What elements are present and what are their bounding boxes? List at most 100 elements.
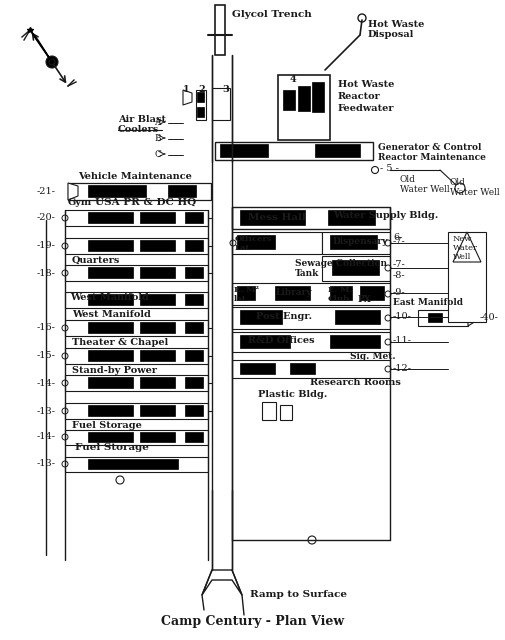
Text: -7-: -7- [392,260,405,269]
Text: East Manifold: East Manifold [392,298,462,307]
Bar [231,232,321,254]
Text: -15-: -15- [36,351,56,360]
Text: Old
Water Well: Old Water Well [449,178,498,197]
Text: Fuel Storage: Fuel Storage [75,443,148,452]
Bar [65,430,208,445]
Bar [215,142,372,160]
Bar [212,88,230,120]
Bar [329,335,379,348]
Text: Library: Library [275,288,312,297]
Bar [329,235,376,249]
Text: 4: 4 [289,75,296,84]
Bar [140,240,175,251]
Bar [88,432,133,442]
Text: Theater & Chapel: Theater & Chapel [72,338,168,347]
Text: Generator & Control: Generator & Control [377,143,480,152]
Text: Post Engr.: Post Engr. [256,312,312,321]
Text: E. M.
Club: E. M. Club [327,286,351,303]
Text: C: C [154,150,161,159]
Bar [185,240,203,251]
Text: Reactor: Reactor [337,92,380,101]
Text: Dispensary: Dispensary [332,237,388,246]
Bar [88,377,133,388]
Text: West Manifold: West Manifold [70,293,148,302]
Bar [331,260,378,275]
Polygon shape [183,90,191,105]
Bar [65,265,208,281]
Bar [140,322,175,333]
Polygon shape [201,570,241,595]
Text: -14-: -14- [36,433,56,442]
Bar [140,212,175,223]
Text: Water Supply Bldg.: Water Supply Bldg. [332,211,437,220]
Text: Feedwater: Feedwater [337,104,394,113]
Bar [334,310,379,324]
Text: - 5 -: - 5 - [379,163,398,173]
Bar [65,457,208,472]
Text: -21-: -21- [36,186,56,195]
Text: -9-: -9- [392,288,405,297]
Text: -8-: -8- [392,271,405,280]
Bar [231,360,389,378]
Bar [185,350,203,361]
Bar [277,75,329,140]
Bar [327,210,374,225]
Bar [312,82,323,112]
Text: Ramp to Surface: Ramp to Surface [249,590,346,599]
Text: A: A [154,118,161,127]
Bar [65,210,208,226]
Text: Camp Century - Plan View: Camp Century - Plan View [161,615,344,628]
Polygon shape [452,232,480,262]
Bar [195,90,206,120]
Bar [65,320,208,336]
Bar [236,235,274,249]
Bar [231,307,389,329]
Bar [185,405,203,416]
Bar [239,335,289,348]
Text: -13-: -13- [36,406,56,415]
Bar [88,185,146,197]
Bar [447,232,485,322]
Text: Research Rooms: Research Rooms [310,378,400,387]
Bar [185,322,203,333]
Bar [88,405,133,416]
Bar [140,377,175,388]
Text: Old
Water Well: Old Water Well [399,175,449,195]
Text: Sewage Collection
Tank: Sewage Collection Tank [294,259,386,278]
Text: -14-: -14- [36,378,56,387]
Bar [65,348,208,364]
Bar [185,267,203,278]
Text: -40-: -40- [479,314,498,323]
Bar [239,363,274,374]
Text: West Manifold: West Manifold [72,310,150,319]
Bar [274,286,310,300]
Bar [231,332,389,352]
Text: -10-: -10- [392,312,411,321]
Text: New
Water
Well: New Water Well [452,235,477,261]
Text: Mess Hall: Mess Hall [247,214,305,223]
Text: Hot Waste: Hot Waste [337,80,393,89]
Bar [140,432,175,442]
Polygon shape [30,30,52,62]
Bar [140,405,175,416]
Text: Vehicle Maintenance: Vehicle Maintenance [78,172,191,181]
Text: -12-: -12- [392,364,411,373]
Text: Fuel Storage: Fuel Storage [72,421,141,430]
Bar [185,432,203,442]
Text: Quarters: Quarters [72,256,120,265]
Polygon shape [467,310,475,326]
Bar [196,107,204,117]
Bar [215,5,225,55]
Bar [329,286,351,300]
Circle shape [46,56,58,68]
Bar [65,238,208,254]
Bar [140,267,175,278]
Text: Stand-by Power: Stand-by Power [72,366,157,375]
Bar [88,459,178,469]
Text: -20-: -20- [36,214,56,223]
Text: 2: 2 [198,85,205,94]
Bar [140,350,175,361]
Bar [88,294,133,305]
Bar [279,405,291,420]
Text: -18-: -18- [36,269,56,278]
